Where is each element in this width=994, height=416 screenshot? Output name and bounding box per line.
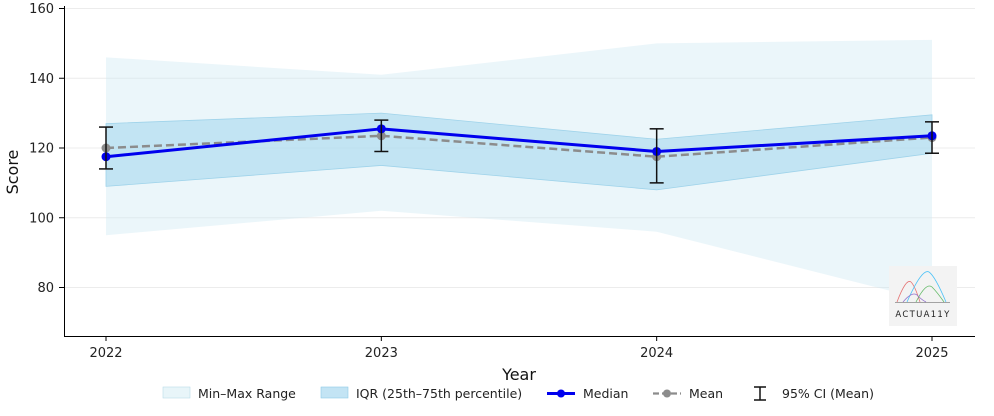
x-tick-label: 2022 [89,346,122,361]
series [99,119,939,184]
legend-label-mean: Mean [689,386,723,401]
legend-swatch-mean-marker [663,389,671,398]
median-line [105,127,933,159]
y-tick-label: 160 [29,2,54,17]
y-axis-title: Score [3,150,22,195]
legend-item-median: Median [547,386,628,401]
legend-item-ci: 95% CI (Mean) [754,386,874,401]
legend-label-ci: 95% CI (Mean) [782,386,874,401]
watermark-curve-red [896,281,921,303]
legend-item-mean: Mean [653,386,723,401]
legend-swatch-min-max [162,386,191,399]
x-tick-label: 2024 [640,346,673,361]
legend-label-min-max: Min–Max Range [198,386,296,401]
x-tick-label: 2025 [915,346,948,361]
watermark-background [889,266,957,326]
watermark-curve-green [915,285,945,303]
x-axis-title: Year [501,365,536,384]
y-tick-label: 140 [29,72,54,87]
legend: Min–Max Range IQR (25th–75th percentile)… [162,386,874,401]
legend-item-iqr: IQR (25th–75th percentile) [320,386,522,401]
watermark-curve-cyan [906,271,947,303]
y-ticks: 80 100 120 140 160 [29,2,64,296]
legend-swatch-iqr [320,386,349,399]
watermark-curve-purple [902,293,927,303]
legend-item-min-max: Min–Max Range [162,386,296,401]
watermark-logo: ACTUA11Y [889,266,957,326]
legend-swatch-median-marker [557,389,565,398]
axes [64,6,975,337]
watermark-text: ACTUA11Y [895,310,950,320]
y-tick-label: 80 [37,281,54,296]
y-tick-label: 120 [29,142,54,157]
x-ticks: 2022 2023 2024 2025 [89,337,949,361]
bands [105,39,933,302]
legend-label-median: Median [583,386,628,401]
legend-label-iqr: IQR (25th–75th percentile) [356,386,522,401]
x-tick-label: 2023 [365,346,398,361]
y-tick-label: 100 [29,211,54,226]
